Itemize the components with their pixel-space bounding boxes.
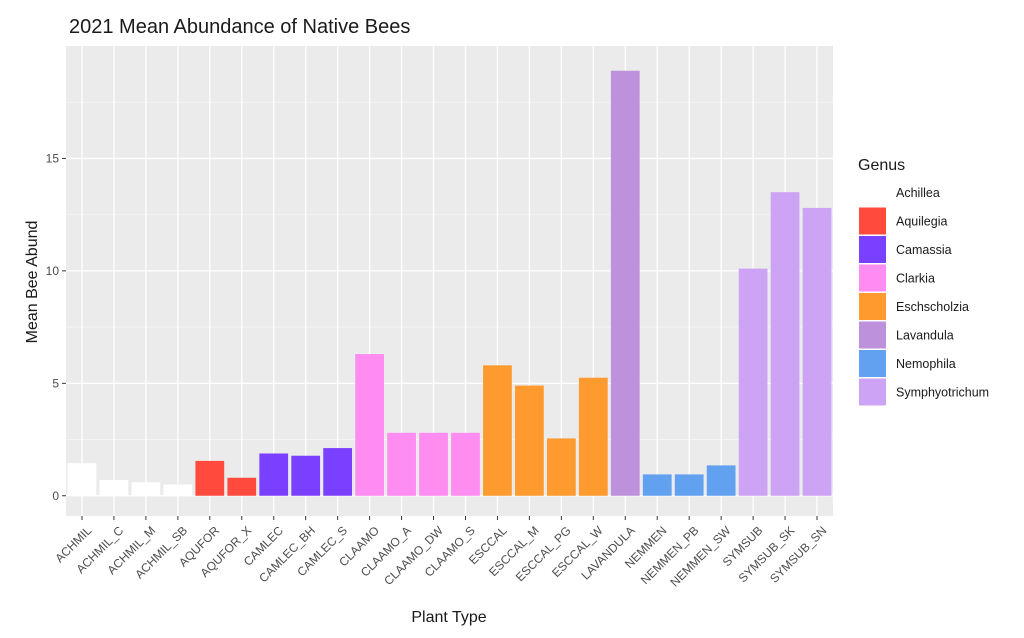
bar-achmil (67, 463, 97, 496)
bars (67, 70, 832, 496)
bar-claamo-s (451, 432, 480, 496)
legend-key-clarkia (859, 264, 886, 292)
bar-camlec (259, 453, 289, 496)
bar-claamo-dw (419, 432, 448, 496)
y-tick-label: 0 (52, 489, 59, 503)
chart-title: 2021 Mean Abundance of Native Bees (69, 16, 410, 38)
legend: Genus Achillea Aquilegia Camassia Clarkia Es… (858, 157, 989, 406)
legend-label: Achillea (896, 186, 940, 200)
bar-esccal (483, 365, 512, 496)
bar-symsub-sk (770, 192, 800, 496)
legend-key-lavandula (859, 321, 886, 349)
legend-label: Clarkia (896, 272, 935, 286)
bar-lavandula (610, 70, 640, 496)
bar-aqufor (195, 460, 225, 496)
legend-label: Nemophila (896, 357, 956, 371)
legend-key-camassia (859, 236, 886, 263)
bar-nemmen-sw (706, 465, 736, 496)
legend-label: Lavandula (896, 329, 954, 343)
legend-key-aquilegia (859, 207, 886, 235)
x-axis-ticks: ACHMILACHMIL_CACHMIL_MACHMIL_SBAQUFORAQU… (52, 516, 829, 589)
bar-esccal-m (515, 385, 544, 496)
bar-camlec-s (323, 448, 353, 496)
bar-achmil-c (99, 480, 129, 496)
plot-panel (66, 46, 833, 516)
legend-label: Camassia (896, 243, 952, 257)
legend-key-eschscholzia (859, 293, 886, 320)
bar-symsub-sn (802, 207, 832, 496)
legend-label: Symphyotrichum (896, 386, 989, 400)
bar-claamo-a (387, 432, 416, 496)
bar-esccal-pg (546, 438, 576, 496)
y-axis-ticks: 0 5 10 15 (46, 151, 66, 503)
y-tick-label: 5 (52, 376, 59, 390)
legend-key-achillea (859, 179, 886, 206)
bar-nemmen-pb (674, 474, 704, 496)
legend-title: Genus (858, 157, 905, 174)
bar-camlec-bh (291, 455, 321, 496)
legend-label: Aquilegia (896, 215, 947, 229)
legend-key-symphyotrichum (859, 378, 886, 406)
bar-symsub (738, 268, 768, 496)
bar-achmil-m (131, 482, 161, 496)
legend-label: Eschscholzia (896, 300, 969, 314)
bar-nemmen (642, 474, 672, 496)
legend-key-nemophila (859, 350, 886, 377)
y-axis-title: Mean Bee Abund (24, 221, 41, 344)
bar-achmil-sb (163, 484, 193, 496)
x-tick-label: SYMSUB_SN (767, 523, 829, 585)
bar-claamo (355, 354, 384, 496)
y-tick-label: 10 (46, 264, 60, 278)
bar-esccal-w (578, 377, 608, 496)
y-tick-label: 15 (46, 151, 60, 165)
x-axis-title: Plant Type (411, 609, 486, 626)
bar-aqufor-x (227, 477, 257, 496)
